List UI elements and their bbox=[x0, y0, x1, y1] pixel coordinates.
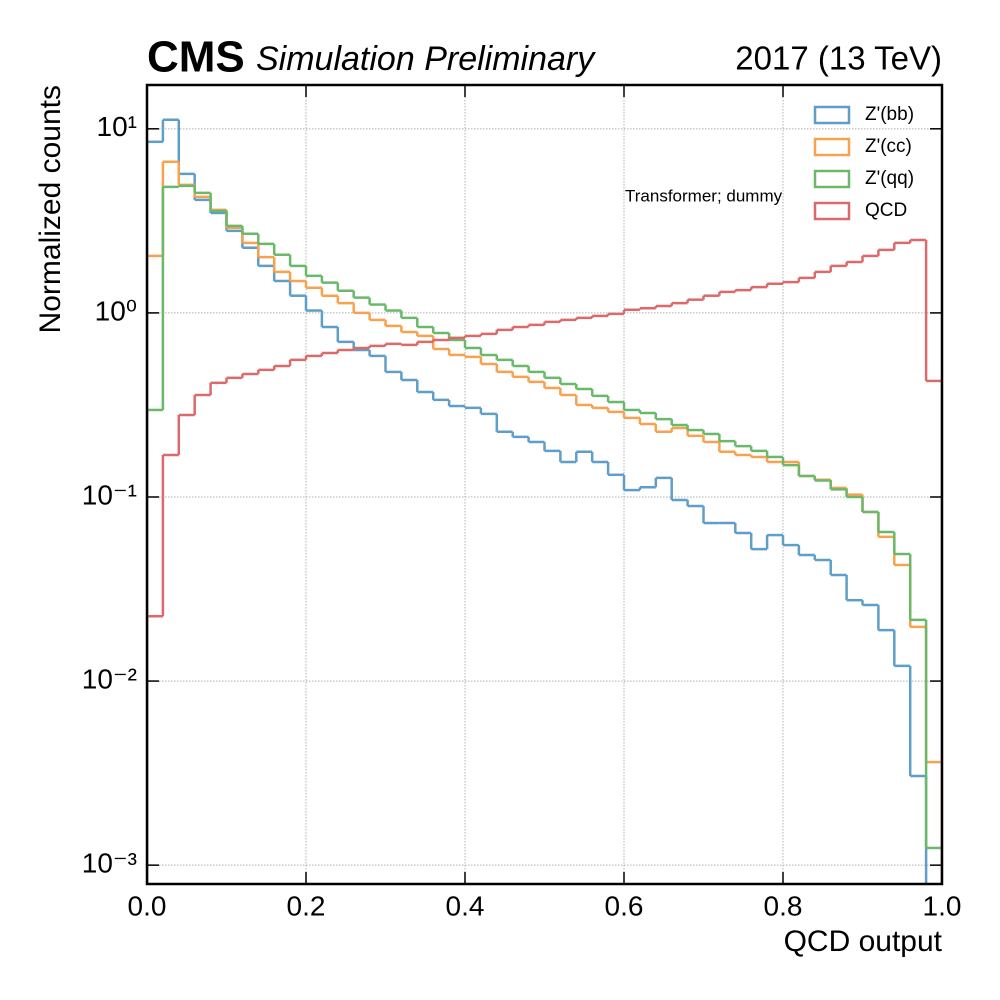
y-tick-label: 10⁰ bbox=[95, 295, 137, 326]
annotation: Transformer; dummy bbox=[625, 186, 783, 205]
legend-swatch bbox=[813, 201, 851, 221]
legend-label: Z'(qq) bbox=[865, 168, 914, 189]
y-tick-label: 10⁻² bbox=[82, 663, 137, 694]
y-axis-label: Normalized counts bbox=[34, 85, 67, 333]
legend: Z'(bb) Z'(cc) Z'(qq) QCD bbox=[813, 104, 914, 221]
y-tick-label: 10⁻³ bbox=[82, 848, 137, 879]
cms-label: CMS bbox=[147, 33, 245, 82]
axes: 0.0 0.2 0.4 0.6 0.8 1.0 10⁻³ 10⁻² 10⁻¹ 10⁰ 10¹ bbox=[82, 85, 962, 921]
y-tick-label: 10⁻¹ bbox=[82, 479, 137, 510]
histogram-series bbox=[147, 160, 942, 884]
x-tick-label: 0.2 bbox=[287, 890, 326, 921]
legend-swatch bbox=[813, 137, 851, 157]
histogram-series bbox=[147, 238, 942, 884]
x-tick-label: 0.4 bbox=[446, 890, 485, 921]
x-tick-label: 0.6 bbox=[605, 890, 644, 921]
histogram-series bbox=[147, 118, 928, 884]
legend-label: QCD bbox=[865, 200, 907, 221]
frame bbox=[145, 83, 944, 886]
plot-area bbox=[147, 118, 942, 884]
y-tick-label: 10¹ bbox=[97, 111, 137, 142]
lumi-label: 2017 (13 TeV) bbox=[735, 40, 942, 77]
subtitle: Simulation Preliminary bbox=[256, 40, 596, 78]
x-tick-label: 1.0 bbox=[923, 890, 962, 921]
legend-swatch bbox=[813, 105, 851, 125]
x-axis-label: QCD output bbox=[784, 925, 943, 958]
legend-label: Z'(cc) bbox=[865, 136, 912, 157]
histogram-series bbox=[147, 184, 942, 884]
grid bbox=[146, 85, 943, 884]
x-tick-label: 0.8 bbox=[764, 890, 803, 921]
legend-swatch bbox=[813, 169, 851, 189]
x-tick-label: 0.0 bbox=[128, 890, 167, 921]
legend-label: Z'(bb) bbox=[865, 104, 914, 125]
